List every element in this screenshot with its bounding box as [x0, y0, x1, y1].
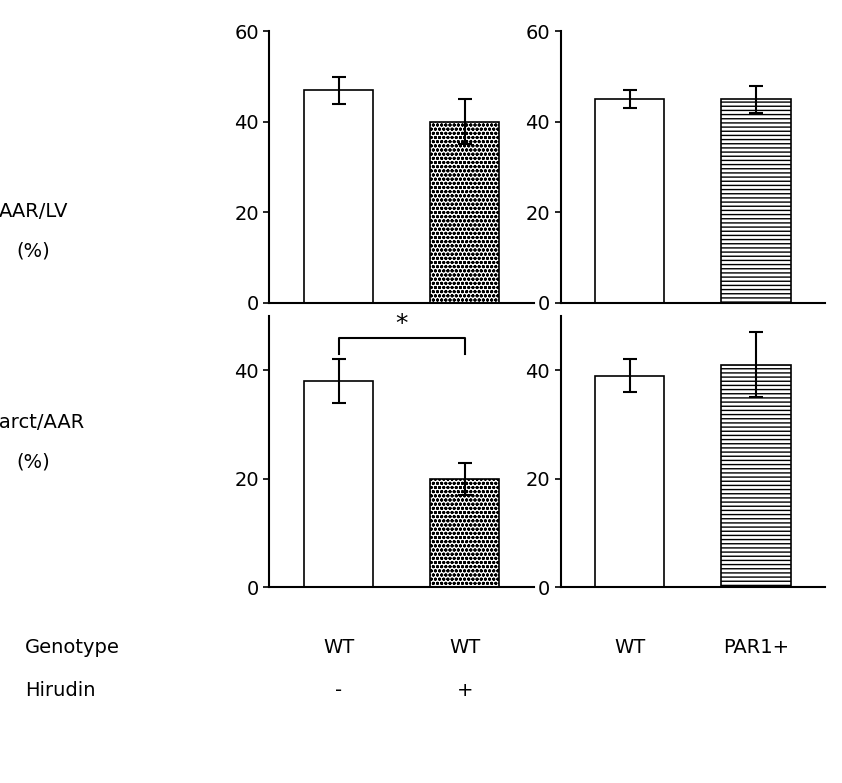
Bar: [304, 381, 373, 587]
Text: (%): (%): [17, 453, 51, 471]
Text: WT: WT: [449, 638, 481, 657]
Text: WT: WT: [323, 638, 354, 657]
Text: Hirudin: Hirudin: [25, 681, 96, 700]
Text: -: -: [335, 681, 343, 700]
Text: *: *: [396, 312, 408, 336]
Text: Infarct/AAR: Infarct/AAR: [0, 413, 84, 432]
Text: +: +: [456, 681, 473, 700]
Bar: [304, 90, 373, 302]
Bar: [722, 365, 791, 587]
Text: WT: WT: [614, 638, 646, 657]
Text: AAR/LV: AAR/LV: [0, 202, 68, 221]
Bar: [722, 99, 791, 302]
Text: Genotype: Genotype: [25, 638, 120, 657]
Text: PAR1+: PAR1+: [722, 638, 789, 657]
Bar: [430, 478, 499, 587]
Bar: [595, 376, 664, 587]
Bar: [595, 99, 664, 302]
Text: (%): (%): [17, 241, 51, 260]
Bar: [430, 121, 499, 302]
